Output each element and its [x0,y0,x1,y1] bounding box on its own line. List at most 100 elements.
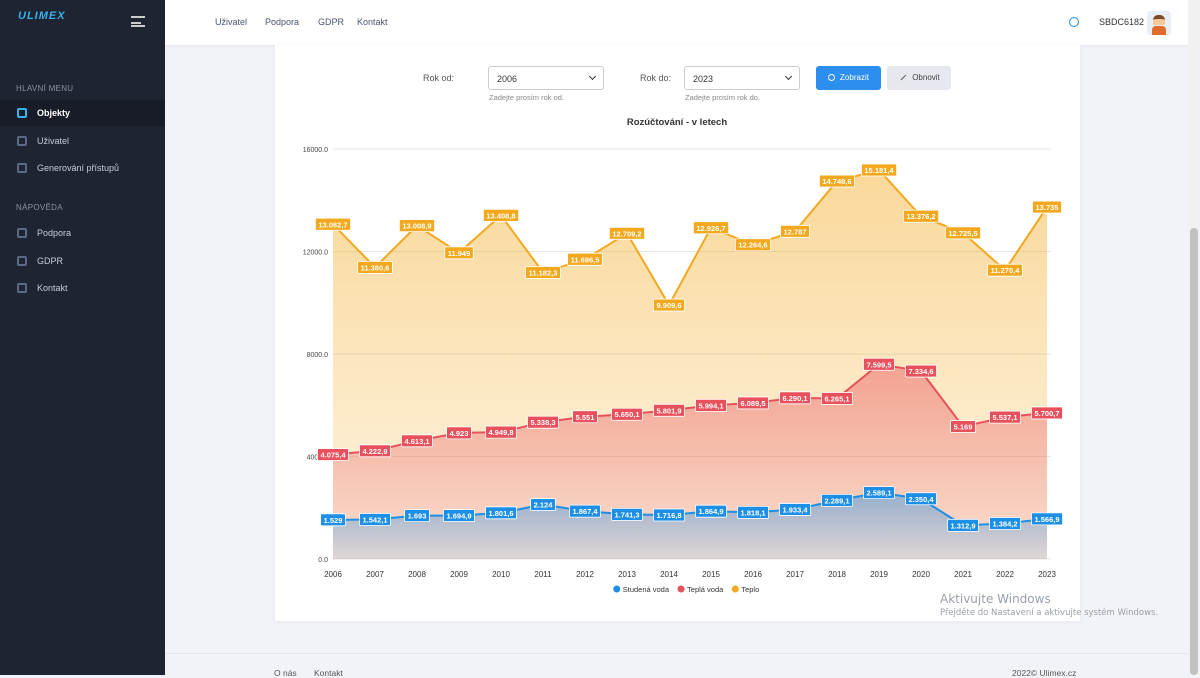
data-label: 6.089,5 [740,399,765,408]
from-label: Rok od: [423,73,455,83]
top-link[interactable]: Kontakt [357,17,388,27]
icon [17,108,27,118]
data-label: 1.693 [408,512,427,521]
top-link[interactable]: Podpora [265,17,300,27]
label: Objekty [37,108,71,118]
data-label-bg [737,506,769,519]
data-label-bg [398,219,436,233]
data-label: 13.408,8 [486,211,515,220]
nav-item[interactable]: Podpora [0,220,165,246]
label: Podpora [37,228,72,238]
data-label: 6.290,1 [782,394,807,403]
data-label: 4.613,1 [404,437,429,446]
brand[interactable]: ULIMEX [18,10,66,22]
user-name[interactable]: SBDC6182 [1099,17,1145,27]
data-label-bg [569,504,601,518]
data-label: 1.818,1 [740,508,765,517]
to-hint: Zadejte prosím rok do. [685,93,761,102]
x-tick-label: 2015 [702,570,720,579]
data-label: 5.650,1 [614,410,639,419]
menu-toggle[interactable] [131,16,145,27]
data-label-bg [357,260,393,274]
data-label: 4.923 [450,429,469,438]
data-label-bg [527,415,559,429]
legend-label: Teplá voda [687,585,724,594]
data-label: 4.949,8 [488,428,513,437]
data-label: 7.599,5 [866,360,891,369]
data-label-bg [780,224,810,238]
scroll-thumb[interactable] [1190,228,1198,675]
data-label-bg [737,396,769,410]
legend-label: Teplo [741,585,759,594]
data-label: 14.748,6 [822,177,851,186]
data-label-bg [359,444,391,458]
reset-button[interactable]: Obnovit [887,66,951,90]
x-tick-label: 2012 [576,570,594,579]
data-label: 2.589,1 [866,489,891,498]
data-label: 6.265,1 [824,394,849,403]
section-title: NÁPOVĚDA [16,203,63,212]
data-label: 5.537,1 [992,413,1017,422]
x-tick-label: 2014 [660,570,678,579]
x-tick-label: 2009 [450,570,468,579]
data-label-bg [692,221,730,235]
data-label-bg [1031,512,1063,526]
x-tick-label: 2007 [366,570,384,579]
data-label: 15.181,4 [864,166,894,175]
data-label-bg [314,217,352,231]
data-label: 12.709,2 [612,229,641,238]
data-label: 7.334,6 [908,367,933,376]
nav-item[interactable]: GDPR [0,248,165,274]
y-tick-label: 16000.0 [303,147,328,154]
section-title: HLAVNÍ MENU [16,84,74,93]
data-label: 13.376,2 [906,212,935,221]
label: GDPR [37,256,64,266]
nav-item[interactable]: Objekty [0,100,165,126]
label: Kontakt [37,283,68,293]
data-label: 1.694,9 [446,512,471,521]
data-label-bg [989,410,1021,424]
show-button[interactable]: Zobrazit [816,66,881,90]
data-label-bg [734,238,772,252]
nav-item[interactable]: Generování přístupů [0,155,165,181]
nav-item[interactable]: Kontakt [0,275,165,301]
topbar: Uživatel Podpora GDPR Kontakt SBDC6182 [165,0,1188,45]
scrollbar[interactable] [1188,0,1200,675]
data-label: 1.312,9 [950,521,975,530]
from-select[interactable]: 2006 [488,66,604,90]
search-icon[interactable] [1069,17,1079,27]
data-label: 1.529 [324,516,343,525]
data-label: 12.787 [784,227,807,236]
top-link[interactable]: Uživatel [215,17,248,27]
data-label: 5.994,1 [698,401,723,410]
chart-title: Rozúčtování - v letech [627,117,727,128]
data-label: 11.380,6 [361,263,390,272]
watermark-title: Aktivujte Windows [940,592,1051,606]
data-label-bg [863,486,895,500]
data-label-bg [572,410,598,424]
avatar[interactable] [1147,11,1171,35]
footer-link[interactable]: Kontakt [314,668,343,678]
data-label: 1.542,1 [362,515,387,524]
data-label-bg [653,508,685,522]
nav-item[interactable]: Uživatel [0,128,165,154]
footer-link[interactable]: O nás [274,668,297,678]
legend: Studená voda Teplá voda Teplo [613,585,759,594]
top-link[interactable]: GDPR [318,17,345,27]
footer-divider [165,653,1188,654]
data-label-bg [611,507,643,521]
data-label: 2.124 [534,501,554,510]
data-label: 1.933,4 [782,505,808,514]
x-tick-label: 2019 [870,570,888,579]
data-label-bg [779,503,811,516]
x-tick-label: 2020 [912,570,930,579]
data-label: 5.801,9 [656,406,681,415]
data-label: 12.926,7 [696,224,725,233]
to-select[interactable]: 2023 [684,66,800,90]
data-label: 2.350,4 [908,495,934,504]
data-label: 11.949 [448,249,471,258]
data-label: 1.384,2 [992,520,1017,529]
data-label-bg [611,407,643,421]
x-tick-label: 2006 [324,570,342,579]
data-label-bg [821,392,853,405]
